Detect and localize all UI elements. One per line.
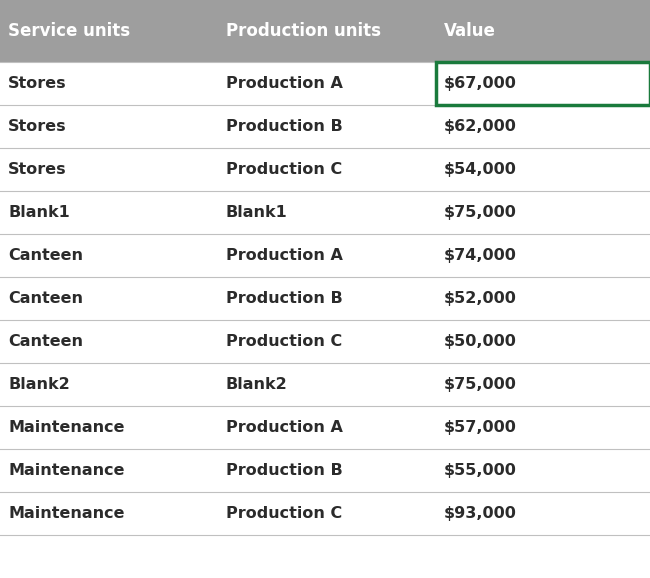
Bar <box>0 363 650 406</box>
Text: Production A: Production A <box>226 248 343 263</box>
Bar <box>0 449 650 492</box>
Text: Blank1: Blank1 <box>8 205 70 220</box>
Text: Blank2: Blank2 <box>226 377 287 392</box>
Text: $55,000: $55,000 <box>443 463 516 478</box>
Text: Production B: Production B <box>226 119 343 134</box>
Text: Canteen: Canteen <box>8 291 83 306</box>
Bar <box>0 191 650 234</box>
Text: $54,000: $54,000 <box>443 162 516 177</box>
Text: Production units: Production units <box>226 22 381 40</box>
Text: Stores: Stores <box>8 119 66 134</box>
Text: $52,000: $52,000 <box>443 291 516 306</box>
Text: $74,000: $74,000 <box>443 248 516 263</box>
Text: $62,000: $62,000 <box>443 119 516 134</box>
Text: Production C: Production C <box>226 334 342 349</box>
Bar <box>0 62 650 105</box>
Bar <box>436 62 650 105</box>
Bar <box>0 0 650 62</box>
Text: $75,000: $75,000 <box>443 377 516 392</box>
Bar <box>0 148 650 191</box>
Text: Canteen: Canteen <box>8 334 83 349</box>
Text: $75,000: $75,000 <box>443 205 516 220</box>
Bar <box>0 234 650 277</box>
Text: Stores: Stores <box>8 162 66 177</box>
Text: Maintenance: Maintenance <box>8 420 125 435</box>
Text: Blank2: Blank2 <box>8 377 70 392</box>
Text: Service units: Service units <box>8 22 130 40</box>
Text: $93,000: $93,000 <box>443 506 516 521</box>
Text: $67,000: $67,000 <box>443 76 516 91</box>
Bar <box>0 320 650 363</box>
Bar <box>0 105 650 148</box>
Text: Production C: Production C <box>226 162 342 177</box>
Text: Value: Value <box>443 22 495 40</box>
Text: Production A: Production A <box>226 420 343 435</box>
Text: Production B: Production B <box>226 463 343 478</box>
Text: $50,000: $50,000 <box>443 334 516 349</box>
Text: Maintenance: Maintenance <box>8 506 125 521</box>
Text: Production B: Production B <box>226 291 343 306</box>
Text: Maintenance: Maintenance <box>8 463 125 478</box>
Text: Production C: Production C <box>226 506 342 521</box>
Text: Blank1: Blank1 <box>226 205 287 220</box>
Text: Production A: Production A <box>226 76 343 91</box>
Text: Stores: Stores <box>8 76 66 91</box>
Text: Canteen: Canteen <box>8 248 83 263</box>
Text: $57,000: $57,000 <box>443 420 516 435</box>
Bar <box>0 406 650 449</box>
Bar <box>0 492 650 535</box>
Bar <box>0 277 650 320</box>
